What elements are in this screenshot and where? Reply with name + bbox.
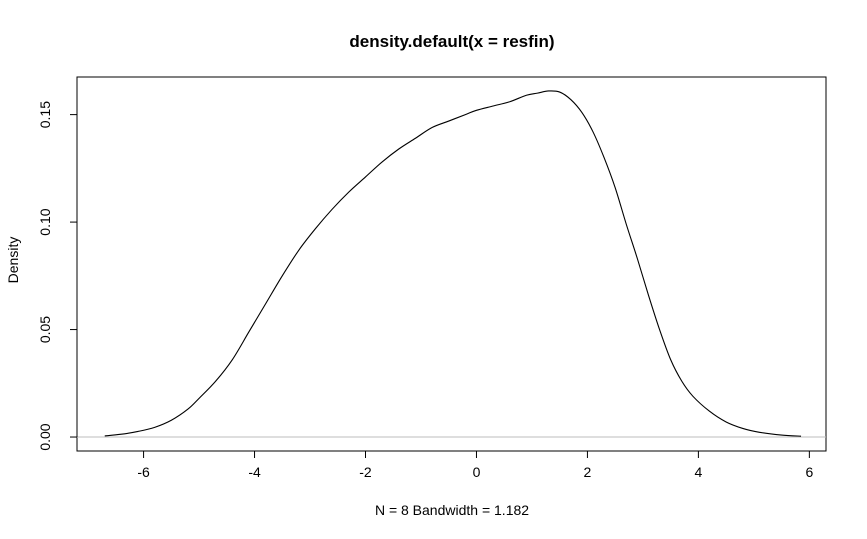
x-tick-label: -2: [359, 464, 372, 480]
x-tick-label: 0: [473, 464, 481, 480]
y-tick-label: 0.00: [37, 423, 53, 450]
x-tick-label: -6: [137, 464, 150, 480]
y-axis: 0.00 0.05 0.10 0.15: [37, 101, 78, 451]
density-curve: [104, 90, 802, 437]
y-tick-label: 0.15: [37, 101, 53, 128]
x-tick-label: -4: [248, 464, 261, 480]
x-axis: -6 -4 -2 0 2 4 6: [137, 450, 813, 480]
chart-title: density.default(x = resfin): [349, 32, 554, 51]
x-tick-label: 4: [694, 464, 702, 480]
plot-frame: [76, 76, 827, 452]
x-tick-label: 6: [805, 464, 813, 480]
y-tick-label: 0.10: [37, 208, 53, 235]
y-tick-label: 0.05: [37, 316, 53, 343]
y-axis-label: Density: [5, 237, 21, 284]
x-axis-label: N = 8 Bandwidth = 1.182: [375, 502, 529, 518]
x-tick-label: 2: [584, 464, 592, 480]
